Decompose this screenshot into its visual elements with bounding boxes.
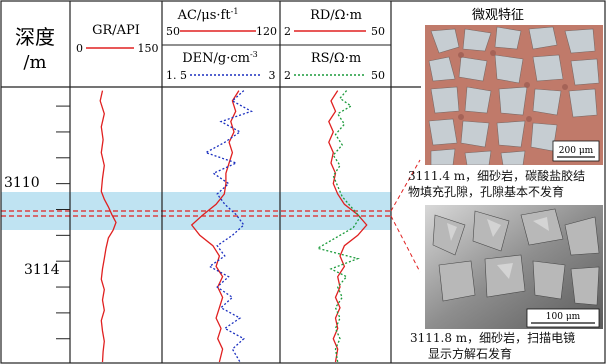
- sem-caption-line2: 显示方解石发育: [428, 347, 513, 361]
- curve-rs: [316, 90, 361, 363]
- thin-section-caption: 3111.4 m，细砂岩，碳酸盐胶结 物填充孔隙，孔隙基本不发育: [408, 168, 606, 200]
- thin-section-caption-line1: 3111.4 m，细砂岩，碳酸盐胶结: [408, 169, 586, 183]
- curve-ac: [190, 90, 240, 363]
- curve-rd: [328, 90, 368, 363]
- sem-photo: 100 μm: [425, 205, 603, 329]
- rs-min: 2: [284, 69, 291, 82]
- curve-gr: [99, 90, 117, 363]
- thin-section-photo: 200 μm: [425, 25, 603, 165]
- micro-title: 微观特征: [472, 8, 524, 23]
- scale-bar-label-2: 100 μm: [546, 312, 581, 322]
- den-max: 3: [269, 69, 276, 82]
- depth-ticks: [56, 105, 70, 340]
- curve-den: [204, 90, 254, 363]
- ac-max: 120: [256, 25, 277, 38]
- scale-bar-label-1: 200 μm: [559, 146, 594, 156]
- thin-section-caption-line2: 物填充孔隙，孔隙基本不发育: [408, 185, 565, 199]
- depth-label-3110: 3110: [4, 175, 40, 191]
- thin-section-image: 200 μm: [425, 25, 603, 165]
- rd-max: 50: [371, 25, 385, 38]
- sem-image: 100 μm: [425, 205, 603, 329]
- gr-max: 150: [138, 42, 159, 55]
- depth-title: 深度: [15, 25, 55, 49]
- connector-line-lower: [390, 215, 421, 273]
- gr-label: GR/API: [92, 23, 140, 38]
- depth-label-3114: 3114: [24, 262, 60, 278]
- sem-caption: 3111.8 m，细砂岩，扫描电镜 显示方解石发育: [410, 330, 606, 362]
- scale-bar-box: [552, 140, 600, 162]
- den-min: 1. 5: [166, 69, 187, 82]
- ac-label: AC/μs·ft-1: [177, 7, 239, 23]
- rs-max: 50: [371, 69, 385, 82]
- rd-label: RD/Ω·m: [310, 8, 362, 23]
- den-label: DEN/g·cm-3: [182, 50, 258, 66]
- rd-min: 2: [284, 25, 291, 38]
- log-curves: [99, 90, 368, 363]
- ac-min: 50: [166, 25, 180, 38]
- rs-label: RS/Ω·m: [311, 51, 361, 66]
- gr-min: 0: [76, 42, 83, 55]
- depth-unit: /m: [23, 52, 46, 73]
- connector-line-upper: [390, 159, 421, 212]
- sem-caption-line1: 3111.8 m，细砂岩，扫描电镜: [410, 331, 576, 345]
